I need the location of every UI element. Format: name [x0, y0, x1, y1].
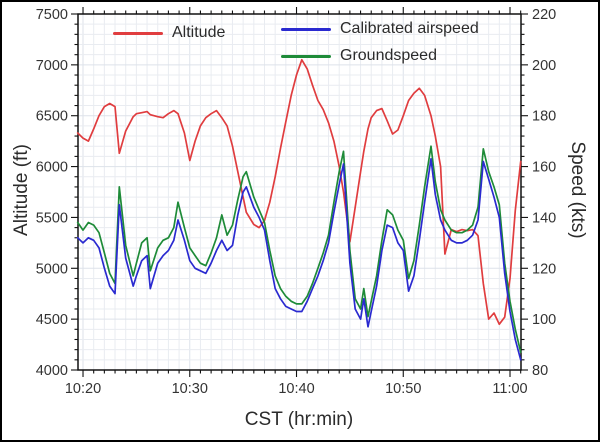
left-axis-title: Altitude (ft) [11, 144, 32, 236]
y-left-tick-label: 6000 [36, 160, 68, 176]
y-right-tick-label: 220 [532, 7, 556, 23]
y-left-tick-label: 6500 [36, 109, 68, 125]
x-tick-label: 10:20 [65, 381, 101, 397]
y-left-tick-label: 7000 [36, 58, 68, 74]
legend-item-groundspeed: Groundspeed [281, 47, 437, 65]
y-left-tick-label: 4500 [36, 312, 68, 328]
legend-line-groundspeed-icon [281, 54, 331, 58]
legend-line-altitude-icon [113, 31, 163, 35]
x-tick-label: 11:00 [492, 381, 527, 397]
calibrated-airspeed-series-line [76, 158, 522, 361]
y-right-tick-label: 140 [532, 210, 556, 226]
legend-item-calibrated-airspeed: Calibrated airspeed [281, 20, 479, 38]
groundspeed-series-line [76, 145, 522, 354]
legend-label-groundspeed: Groundspeed [340, 47, 437, 64]
legend-label-calibrated-airspeed: Calibrated airspeed [340, 20, 479, 37]
x-axis-title: CST (hr:min) [244, 409, 354, 430]
x-tick-label: 10:40 [278, 381, 314, 397]
y-right-tick-label: 120 [532, 261, 556, 277]
y-right-tick-label: 180 [532, 109, 556, 125]
legend-item-altitude: Altitude [113, 24, 225, 42]
legend-label-altitude: Altitude [172, 24, 226, 41]
x-tick-label: 10:50 [385, 381, 421, 397]
y-right-tick-label: 100 [532, 312, 556, 328]
altitude-series-line [76, 58, 522, 326]
y-left-tick-label: 4000 [36, 363, 68, 379]
y-left-tick-label: 5000 [36, 261, 68, 277]
y-left-tick-label: 7500 [36, 7, 68, 23]
x-tick-label: 10:30 [172, 381, 208, 397]
right-axis-title: Speed (kts) [567, 141, 588, 239]
legend-line-calibrated-airspeed-icon [281, 27, 331, 31]
y-left-tick-label: 5500 [36, 210, 68, 226]
plot-border [77, 13, 522, 371]
y-right-tick-label: 80 [532, 363, 548, 379]
y-right-tick-label: 160 [532, 160, 556, 176]
y-right-tick-label: 200 [532, 58, 556, 74]
